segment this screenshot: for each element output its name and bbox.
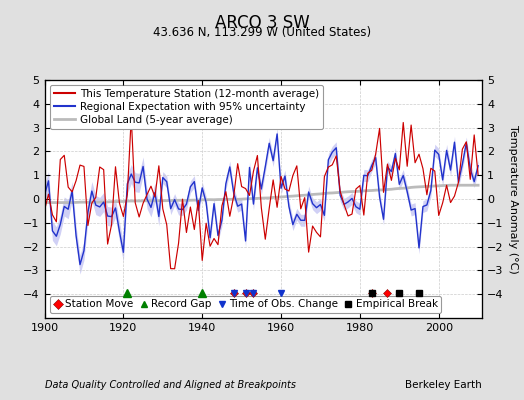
Text: ARCO 3 SW: ARCO 3 SW — [215, 14, 309, 32]
Y-axis label: Temperature Anomaly (°C): Temperature Anomaly (°C) — [508, 125, 518, 273]
Legend: Station Move, Record Gap, Time of Obs. Change, Empirical Break: Station Move, Record Gap, Time of Obs. C… — [50, 296, 441, 313]
Text: Data Quality Controlled and Aligned at Breakpoints: Data Quality Controlled and Aligned at B… — [45, 380, 296, 390]
Text: Berkeley Earth: Berkeley Earth — [406, 380, 482, 390]
Text: 43.636 N, 113.299 W (United States): 43.636 N, 113.299 W (United States) — [153, 26, 371, 39]
